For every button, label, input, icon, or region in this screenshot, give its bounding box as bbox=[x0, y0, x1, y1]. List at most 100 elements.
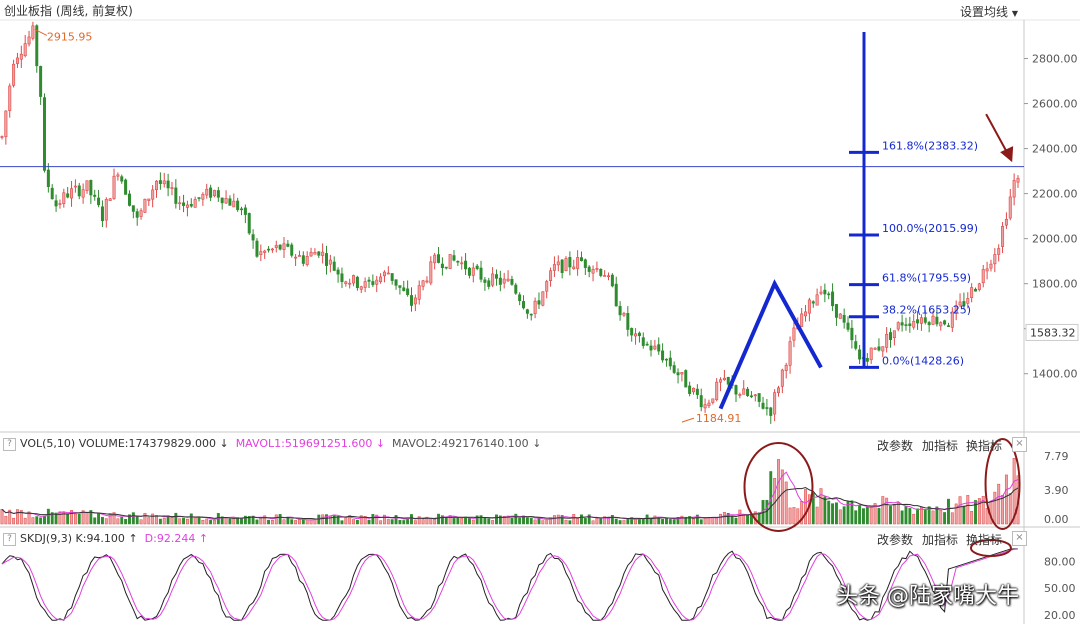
volume-bar bbox=[359, 515, 363, 525]
fib-level-label: 38.2%(1653.25) bbox=[882, 304, 971, 317]
candle-body bbox=[610, 274, 614, 287]
vol-help-icon[interactable]: ? bbox=[3, 438, 16, 451]
volume-circle-right bbox=[984, 438, 1021, 530]
fib-level-label: 0.0%(1428.26) bbox=[882, 354, 964, 367]
volume-bar bbox=[993, 491, 997, 525]
candle-body bbox=[649, 345, 653, 351]
volume-bar bbox=[440, 515, 444, 525]
candle-body bbox=[236, 200, 240, 211]
volume-bar bbox=[62, 512, 66, 525]
candle-body bbox=[966, 298, 970, 304]
candle-body bbox=[834, 304, 838, 318]
candle-body bbox=[263, 250, 267, 253]
candle-body bbox=[637, 332, 641, 337]
volume-bar bbox=[653, 515, 657, 525]
candle-body bbox=[765, 407, 769, 409]
candle-body bbox=[73, 185, 77, 188]
candle-body bbox=[719, 379, 723, 383]
volume-bar bbox=[792, 507, 796, 525]
candle-body bbox=[572, 266, 576, 269]
volume-bar bbox=[116, 518, 120, 525]
volume-bar bbox=[228, 518, 232, 525]
candle-body bbox=[761, 402, 765, 409]
volume-bar bbox=[556, 514, 560, 525]
volume-bar bbox=[1004, 474, 1008, 525]
candle-body bbox=[317, 251, 321, 256]
candle-body bbox=[27, 36, 31, 45]
volume-bar bbox=[950, 512, 954, 525]
candle-body bbox=[746, 388, 750, 396]
skdj-change-params-button[interactable]: 改参数 bbox=[877, 533, 914, 547]
candle-body bbox=[151, 189, 155, 200]
candle-body bbox=[757, 393, 761, 402]
mavol2-value: 492176140.100 bbox=[441, 437, 529, 450]
watermark: 头条 @陆家嘴大牛 bbox=[836, 584, 1019, 609]
volume-bar bbox=[46, 508, 50, 525]
skdj-switch-indicator-button[interactable]: 换指标 bbox=[966, 533, 1003, 547]
volume-bar bbox=[958, 496, 962, 525]
candle-body bbox=[792, 327, 796, 341]
candle-body bbox=[321, 251, 325, 256]
candle-body bbox=[116, 174, 120, 177]
candle-body bbox=[939, 322, 943, 327]
candle-body bbox=[560, 259, 564, 273]
candle-body bbox=[228, 198, 232, 206]
volume-bar bbox=[1001, 494, 1004, 525]
candle-body bbox=[502, 278, 506, 284]
candle-body bbox=[212, 190, 216, 197]
skdj-close-icon[interactable]: × bbox=[1012, 531, 1027, 546]
candle-body bbox=[413, 297, 417, 305]
candle-body bbox=[301, 255, 305, 264]
volume-bar bbox=[981, 496, 985, 525]
volume-bar bbox=[688, 516, 692, 525]
volume-bar bbox=[483, 517, 487, 525]
candle-body bbox=[348, 282, 352, 285]
candle-body bbox=[209, 187, 213, 198]
skdj-help-icon[interactable]: ? bbox=[3, 533, 16, 546]
volume-bar bbox=[371, 514, 375, 525]
candle-body bbox=[367, 279, 371, 282]
volume-bar bbox=[452, 518, 456, 525]
volume-bar bbox=[977, 498, 981, 525]
candle-body bbox=[711, 398, 715, 403]
volume-bar bbox=[383, 514, 386, 525]
candle-body bbox=[340, 273, 344, 283]
volume-bar bbox=[193, 516, 197, 525]
candle-body bbox=[471, 267, 475, 276]
candle-body bbox=[923, 317, 927, 323]
volume-bar bbox=[869, 506, 873, 525]
vol-change-params-button[interactable]: 改参数 bbox=[877, 439, 914, 453]
volume-bar bbox=[425, 516, 429, 525]
candle-body bbox=[1016, 177, 1020, 183]
vol-close-icon[interactable]: × bbox=[1012, 437, 1027, 452]
volume-bar bbox=[332, 514, 336, 525]
candle-body bbox=[583, 259, 587, 268]
price-tick-label: 1400.00 bbox=[1032, 368, 1078, 381]
skdj-d-line bbox=[1, 548, 1019, 621]
ma-settings-dropdown[interactable]: 设置均线 ▼ bbox=[960, 3, 1018, 20]
candle-body bbox=[185, 204, 189, 208]
volume-bar bbox=[390, 519, 394, 525]
volume-bar bbox=[460, 518, 464, 525]
candle-body bbox=[1001, 226, 1005, 247]
vol-indicator-header: VOL(5,10) VOLUME:174379829.000 ↓ MAVOL1:… bbox=[20, 437, 542, 450]
volume-bar bbox=[197, 517, 201, 525]
vol-switch-indicator-button[interactable]: 换指标 bbox=[966, 439, 1003, 453]
skdj-add-indicator-button[interactable]: 加指标 bbox=[922, 533, 959, 547]
volume-bar bbox=[448, 515, 452, 525]
volume-bar bbox=[514, 513, 518, 525]
volume-bar bbox=[120, 516, 124, 525]
candle-body bbox=[699, 395, 703, 408]
volume-bar bbox=[340, 520, 344, 525]
volume-bar bbox=[502, 515, 506, 525]
volume-bar bbox=[780, 469, 784, 525]
vol-add-indicator-button[interactable]: 加指标 bbox=[922, 439, 959, 453]
candle-body bbox=[618, 306, 622, 316]
volume-bar bbox=[726, 512, 730, 525]
candle-body bbox=[858, 349, 862, 360]
volume-bar bbox=[352, 519, 355, 525]
k-value: 94.100 bbox=[86, 532, 125, 545]
skdj-tick-label: 50.00 bbox=[1044, 582, 1076, 595]
volume-bar bbox=[162, 517, 166, 525]
volume-bar bbox=[974, 500, 977, 525]
